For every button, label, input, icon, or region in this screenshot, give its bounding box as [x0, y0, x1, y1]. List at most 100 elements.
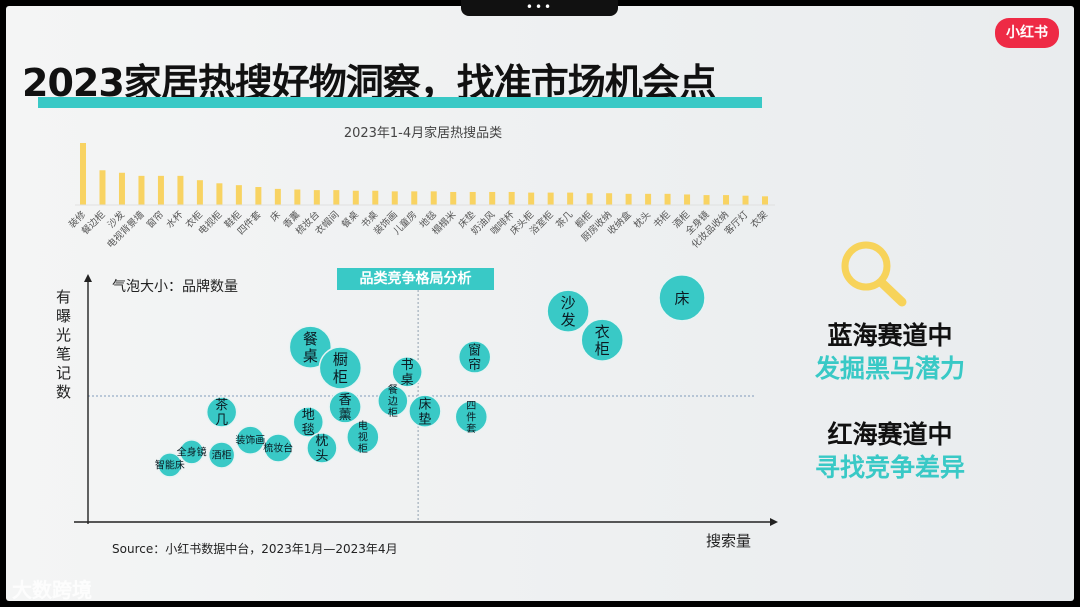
blue-ocean-text: 发掘黑马潜力: [814, 354, 965, 383]
bubble: [263, 433, 294, 463]
bar: [99, 170, 106, 205]
bar: [255, 187, 262, 205]
bubble: [235, 425, 266, 455]
source-note: Source：小红书数据中台，2023年1月—2023年4月: [112, 542, 398, 556]
bubble-label: 电视柜: [358, 419, 368, 455]
bar: [762, 196, 768, 205]
red-ocean-text: 寻找竞争差异: [814, 453, 965, 482]
bar-label: 餐桌: [339, 208, 361, 230]
bubble: [205, 396, 238, 428]
bar: [80, 143, 86, 205]
bar: [606, 193, 613, 205]
bubble-label: 智能床: [155, 459, 185, 472]
bar: [235, 185, 242, 205]
bar-label: 床: [268, 208, 284, 224]
bar: [742, 195, 749, 205]
bubble-label: 香薰: [339, 393, 352, 423]
bar-label: 茶几: [553, 208, 575, 230]
bar: [489, 191, 496, 205]
bar: [567, 192, 574, 205]
bar: [508, 191, 515, 205]
bubble: [546, 289, 590, 333]
bar: [216, 183, 223, 205]
bubble: [178, 439, 205, 465]
bubble: [157, 452, 183, 478]
x-axis-arrow: [770, 518, 778, 526]
bubble-label: 衣柜: [595, 323, 610, 358]
bubble: [207, 441, 236, 469]
bar-label: 枕头: [631, 209, 653, 231]
bubble-label: 全身镜: [177, 446, 207, 459]
bar: [645, 193, 652, 205]
y-axis-label: 有曝光笔记数: [56, 288, 72, 401]
bar: [450, 191, 457, 205]
bubble-label: 四件套: [466, 401, 476, 435]
bar: [372, 190, 379, 205]
bubble-label: 餐边柜: [388, 383, 398, 419]
bar-label: 衣架: [748, 208, 770, 230]
red-ocean-heading: 红海赛道中: [827, 420, 953, 449]
bubble: [346, 420, 380, 454]
bar: [118, 172, 125, 205]
bubble-label: 地毯: [302, 408, 315, 438]
bar: [684, 194, 691, 205]
bubble-label: 沙发: [561, 294, 576, 329]
bar: [196, 180, 203, 205]
bar: [313, 190, 320, 205]
bubble: [391, 356, 423, 388]
bubble: [580, 318, 624, 362]
bubble-label: 梳妆台: [263, 442, 293, 455]
bar: [411, 191, 418, 205]
bubble: [408, 394, 442, 428]
bubble: [377, 385, 409, 417]
x-axis-label: 搜索量: [706, 532, 752, 550]
bubble: [318, 346, 363, 390]
bubble-label: 酒柜: [212, 449, 232, 462]
xiaohongshu-logo: 小红书: [995, 18, 1059, 48]
bar: [391, 191, 398, 205]
bubble: [457, 340, 492, 374]
bubble-label: 装饰画: [235, 434, 265, 447]
bar: [430, 191, 437, 205]
bar: [703, 195, 710, 205]
bar: [274, 188, 281, 205]
bubble: [292, 406, 325, 438]
bar: [157, 175, 164, 205]
bar-chart-title: 2023年1-4月家居热搜品类: [343, 126, 503, 141]
watermark: 大数跨境: [12, 578, 92, 602]
bar-label: 书柜: [651, 208, 673, 230]
blue-ocean-heading: 蓝海赛道中: [827, 321, 953, 350]
bubble-label: 餐桌: [303, 330, 318, 365]
bubble-label: 窗帘: [468, 342, 481, 373]
bubble-label: 书桌: [401, 358, 414, 388]
bubble-label: 茶几: [215, 397, 228, 428]
bar: [528, 192, 535, 205]
bubble-label: 床: [675, 289, 690, 307]
bubble: [658, 274, 706, 322]
bubble-size-legend: 气泡大小：品牌数量: [112, 279, 238, 295]
bubble-label: 橱柜: [333, 351, 348, 386]
bar: [333, 190, 340, 205]
bubble-chart-title: 品类竞争格局分析: [337, 268, 494, 290]
bar: [547, 192, 554, 205]
y-axis-arrow: [84, 274, 92, 282]
title-underline: [38, 97, 762, 108]
bar: [352, 190, 359, 205]
bubble: [288, 325, 333, 369]
bar-label: 窗帘: [144, 209, 166, 231]
bar: [625, 193, 632, 205]
bar: [469, 191, 476, 205]
bar: [723, 195, 730, 205]
bubble: [328, 390, 362, 424]
bar: [586, 193, 593, 205]
bubble-label: 床垫: [418, 397, 431, 427]
bar: [294, 189, 301, 205]
bar: [138, 175, 145, 205]
bubble: [306, 432, 338, 464]
bar-label: 电视背景墙: [104, 208, 146, 250]
bar-label: 水杯: [164, 208, 186, 230]
bubble: [454, 400, 489, 434]
window-menu-dots[interactable]: •••: [461, 0, 618, 16]
bubble-label: 枕头: [315, 434, 328, 464]
